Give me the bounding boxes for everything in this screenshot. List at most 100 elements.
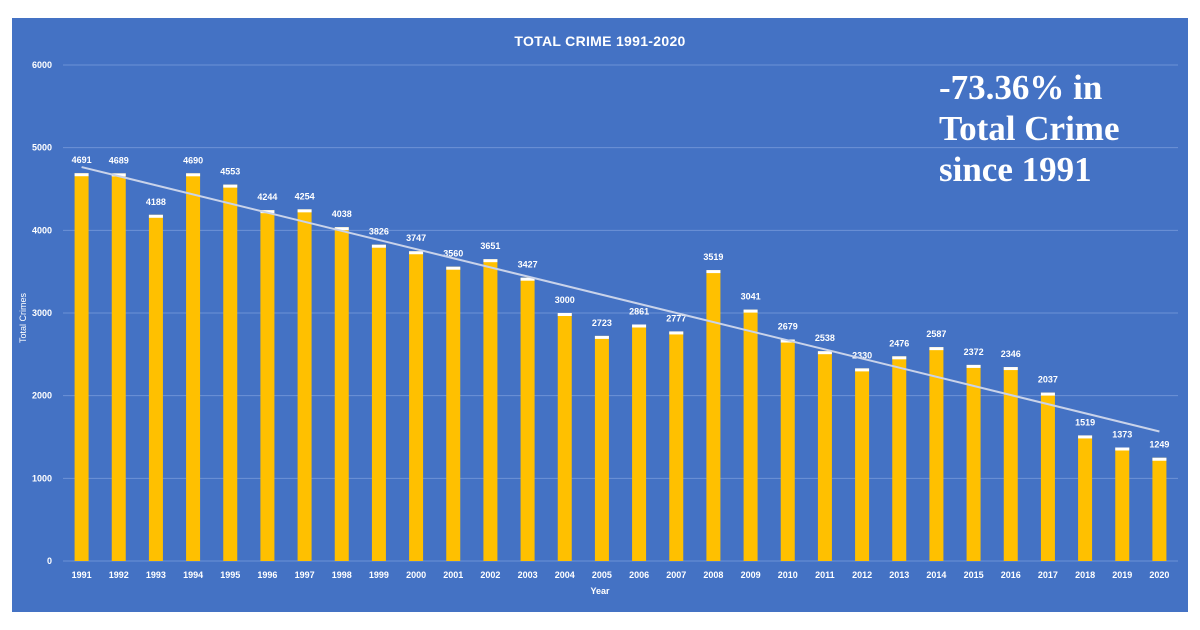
- bar-cap: [817, 351, 832, 355]
- data-label: 3560: [443, 249, 463, 259]
- data-label: 4188: [146, 197, 166, 207]
- bar: [371, 244, 386, 561]
- bar-cap: [334, 227, 349, 231]
- x-tick-label: 1996: [257, 570, 277, 580]
- data-label: 3747: [406, 233, 426, 243]
- chart-plot: 0 1000 2000 3000 4000 5000 6000 4691 1991 4689 199…: [32, 60, 1178, 580]
- y-tick-label: 1000: [32, 473, 52, 483]
- x-tick-label: 1998: [332, 570, 352, 580]
- data-label: 2861: [629, 306, 649, 316]
- data-label: 4553: [220, 167, 240, 177]
- y-tick-label: 3000: [32, 308, 52, 318]
- data-label: 2346: [1001, 349, 1021, 359]
- data-label: 4038: [332, 209, 352, 219]
- x-tick-label: 2014: [926, 570, 946, 580]
- bar-cap: [186, 173, 201, 177]
- y-tick-label: 2000: [32, 391, 52, 401]
- bar-cap: [1003, 367, 1018, 371]
- bar-cap: [706, 270, 721, 274]
- data-label: 2476: [889, 338, 909, 348]
- bar-cap: [297, 209, 312, 213]
- bar: [148, 214, 163, 562]
- bar-cap: [148, 214, 163, 218]
- data-label: 3041: [741, 292, 761, 302]
- x-tick-label: 2007: [666, 570, 686, 580]
- bar: [1152, 457, 1167, 561]
- data-label: 2777: [666, 313, 686, 323]
- annotation-line-1: -73.36% in: [939, 68, 1103, 107]
- x-tick-label: 2001: [443, 570, 463, 580]
- y-tick-label: 6000: [32, 60, 52, 70]
- x-tick-label: 2017: [1038, 570, 1058, 580]
- bar: [780, 339, 795, 561]
- data-label: 3427: [518, 260, 538, 270]
- bar: [1003, 367, 1018, 561]
- chart-area: 0 1000 2000 3000 4000 5000 6000 4691 1991 4689 199…: [12, 18, 1188, 612]
- x-tick-label: 2016: [1001, 570, 1021, 580]
- bar-cap: [74, 173, 89, 177]
- bar: [817, 351, 832, 561]
- chart-title: TOTAL CRIME 1991-2020: [514, 33, 686, 49]
- bar: [743, 309, 758, 561]
- bar: [1040, 392, 1055, 561]
- y-tick-label: 4000: [32, 225, 52, 235]
- data-label: 2330: [852, 350, 872, 360]
- bar: [260, 210, 275, 562]
- data-label: 4254: [295, 191, 315, 201]
- data-label: 4691: [72, 155, 92, 165]
- bar-cap: [1040, 392, 1055, 396]
- data-label: 2538: [815, 333, 835, 343]
- data-label: 3826: [369, 227, 389, 237]
- data-label: 2587: [926, 329, 946, 339]
- data-label: 2679: [778, 322, 798, 332]
- data-label: 4690: [183, 155, 203, 165]
- bar: [409, 251, 424, 562]
- data-label: 2723: [592, 318, 612, 328]
- y-tick-label: 0: [47, 556, 52, 566]
- bar: [1078, 435, 1093, 561]
- data-label: 1249: [1149, 440, 1169, 450]
- x-tick-label: 2002: [480, 570, 500, 580]
- x-tick-label: 2006: [629, 570, 649, 580]
- annotation-line-3: since 1991: [939, 150, 1092, 189]
- y-axis-label: Total Crimes: [18, 292, 28, 343]
- bar: [186, 173, 201, 561]
- data-label: 3651: [480, 241, 500, 251]
- data-label: 2372: [964, 347, 984, 357]
- x-tick-label: 2020: [1149, 570, 1169, 580]
- y-tick-label: 5000: [32, 143, 52, 153]
- bar: [483, 259, 498, 561]
- x-tick-label: 1992: [109, 570, 129, 580]
- bar: [855, 368, 870, 561]
- bar: [520, 277, 535, 561]
- bar: [594, 335, 609, 561]
- data-label: 1373: [1112, 429, 1132, 439]
- bar-cap: [1078, 435, 1093, 439]
- bar: [632, 324, 647, 561]
- bar-cap: [632, 324, 647, 328]
- annotation-line-2: Total Crime: [939, 109, 1120, 148]
- x-tick-label: 1999: [369, 570, 389, 580]
- x-tick-label: 1995: [220, 570, 240, 580]
- x-tick-label: 2012: [852, 570, 872, 580]
- bar-cap: [669, 331, 684, 335]
- bar: [966, 364, 981, 561]
- bar: [223, 184, 238, 562]
- bar-cap: [223, 184, 238, 188]
- bar-cap: [892, 356, 907, 360]
- data-label: 4689: [109, 155, 129, 165]
- data-label: 4244: [257, 192, 277, 202]
- bar: [111, 173, 126, 561]
- bar: [929, 347, 944, 561]
- bar-cap: [855, 368, 870, 372]
- bar-cap: [594, 335, 609, 339]
- bar: [334, 227, 349, 561]
- bar: [669, 331, 684, 561]
- x-tick-label: 2005: [592, 570, 612, 580]
- x-tick-label: 2003: [518, 570, 538, 580]
- bar-cap: [371, 244, 386, 248]
- bar: [74, 173, 89, 561]
- x-tick-label: 2015: [964, 570, 984, 580]
- bar-cap: [966, 364, 981, 368]
- bar-cap: [557, 313, 572, 316]
